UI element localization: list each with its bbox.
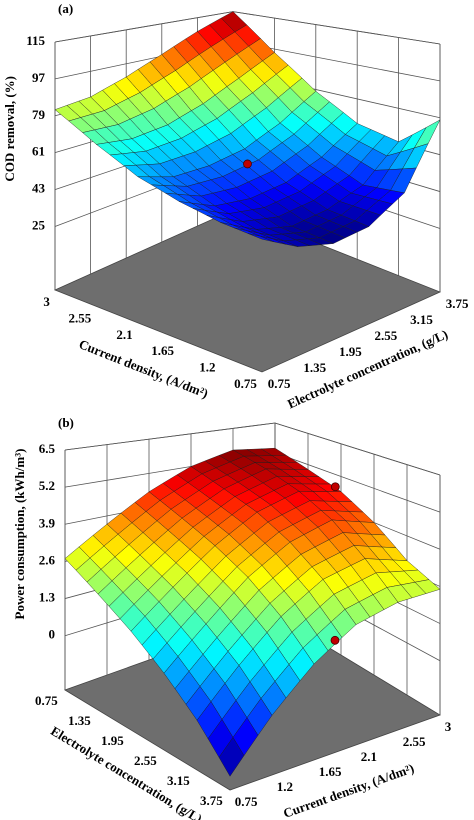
z-tick-label: 3.9 bbox=[39, 515, 56, 530]
z-axis-label: COD removal, (%) bbox=[2, 76, 17, 182]
data-point bbox=[330, 482, 340, 492]
x-tick-label: 1.65 bbox=[151, 343, 174, 358]
data-point bbox=[243, 159, 252, 169]
y-tick-label: 1.95 bbox=[339, 344, 362, 359]
y-tick-label: 1.2 bbox=[277, 779, 293, 794]
panel-label: (b) bbox=[58, 415, 74, 430]
z-tick-label: 97 bbox=[32, 70, 46, 85]
x-tick-label: 2.55 bbox=[134, 753, 157, 768]
x-tick-label: 0.75 bbox=[234, 376, 257, 391]
y-tick-label: 2.55 bbox=[375, 328, 398, 343]
x-tick-label: 1.35 bbox=[68, 713, 91, 728]
z-tick-label: 0 bbox=[49, 627, 56, 642]
z-tick-label: 43 bbox=[32, 181, 46, 196]
y-tick-label: 1.65 bbox=[319, 764, 342, 779]
panel-label: (a) bbox=[58, 1, 73, 16]
z-axis-label: Power consumption, (kWh/m³) bbox=[12, 449, 27, 620]
y-tick-label: 2.55 bbox=[403, 734, 426, 749]
y-axis-label: Current density, (A/dm²) bbox=[281, 760, 416, 820]
z-tick-label: 115 bbox=[26, 33, 45, 48]
z-tick-label: 79 bbox=[32, 107, 46, 122]
y-tick-label: 0.75 bbox=[235, 794, 258, 809]
z-tick-label: 2.6 bbox=[39, 552, 56, 567]
z-tick-label: 5.2 bbox=[39, 478, 55, 493]
x-tick-label: 1.2 bbox=[199, 360, 215, 375]
z-tick-label: 6.5 bbox=[39, 441, 56, 456]
x-tick-label: 3 bbox=[43, 294, 50, 309]
x-tick-label: 0.75 bbox=[35, 693, 58, 708]
y-tick-label: 2.1 bbox=[361, 749, 377, 764]
z-tick-label: 25 bbox=[32, 217, 46, 232]
z-tick-label: 1.3 bbox=[39, 590, 56, 605]
y-tick-label: 3.15 bbox=[410, 312, 433, 327]
x-axis-label: Current density, (A/dm²) bbox=[77, 336, 210, 401]
y-tick-label: 3 bbox=[445, 719, 452, 734]
x-tick-label: 3.15 bbox=[167, 773, 190, 788]
x-tick-label: 2.1 bbox=[116, 327, 132, 342]
surface-patch bbox=[248, 233, 274, 243]
x-tick-label: 3.75 bbox=[200, 793, 223, 808]
x-tick-label: 2.55 bbox=[68, 310, 91, 325]
y-tick-label: 0.75 bbox=[268, 376, 291, 391]
y-tick-label: 1.35 bbox=[303, 360, 326, 375]
data-point bbox=[330, 635, 340, 645]
z-tick-label: 61 bbox=[32, 144, 45, 159]
x-tick-label: 1.95 bbox=[101, 733, 124, 748]
y-tick-label: 3.75 bbox=[446, 296, 469, 311]
surface-patch bbox=[218, 736, 245, 777]
